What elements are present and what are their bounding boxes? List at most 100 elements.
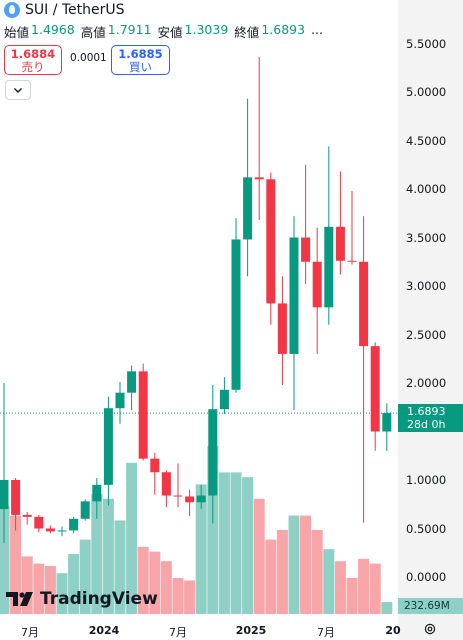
volume-bar <box>21 556 33 614</box>
candle-body <box>80 501 90 519</box>
candle-body <box>103 408 113 485</box>
volume-bar <box>195 484 207 614</box>
candle-body <box>150 458 160 473</box>
buy-price: 1.6885 <box>118 47 163 61</box>
price-scale-label: 5.5000 <box>406 36 447 51</box>
countdown-value: 28d 0h <box>407 418 446 431</box>
last-price-tag: 1.6893 28d 0h <box>398 404 463 432</box>
volume-bar <box>358 558 370 614</box>
price-scale-label: 3.0000 <box>406 279 447 293</box>
volume-bar <box>369 563 381 614</box>
volume-bar <box>242 477 254 614</box>
ohlc-more[interactable]: ... <box>311 22 323 37</box>
candle-body <box>185 496 195 503</box>
candle-body <box>289 237 299 354</box>
candle-body <box>69 518 79 531</box>
volume-bar <box>33 563 45 614</box>
low-label: 安値 <box>157 25 183 40</box>
settings-gear-icon[interactable] <box>423 622 437 636</box>
volume-bar <box>137 546 149 614</box>
candle-body <box>196 495 206 503</box>
volume-bar <box>207 446 219 614</box>
candle-body <box>277 303 287 354</box>
volume-bar <box>44 566 56 614</box>
collapse-legend-button[interactable] <box>5 80 31 100</box>
volume-bar <box>102 498 114 614</box>
volume-bar <box>288 515 300 614</box>
sell-button[interactable]: 1.6884 売り <box>4 45 62 75</box>
candle-body <box>347 260 357 262</box>
volume-bar <box>91 494 103 614</box>
volume-tag: 232.69M <box>398 598 463 614</box>
price-scale[interactable] <box>398 0 463 640</box>
sui-logo-icon <box>4 2 20 18</box>
candle-body <box>266 179 276 304</box>
volume-bar <box>276 530 288 614</box>
candle-body <box>92 484 102 502</box>
volume-bar <box>300 515 312 614</box>
high-value: 1.7911 <box>107 22 152 37</box>
volume-bar <box>334 561 346 614</box>
open-value: 1.4968 <box>31 22 75 37</box>
volume-bar <box>184 580 196 614</box>
candle-body <box>370 346 380 432</box>
candle-body <box>115 392 125 409</box>
time-axis-label: 7月 <box>21 626 39 639</box>
price-scale-label: 0.0000 <box>406 570 447 584</box>
candle-body <box>254 177 264 180</box>
price-scale-label: 3.5000 <box>406 230 447 245</box>
candle-body <box>34 516 44 529</box>
sell-price: 1.6884 <box>10 47 56 61</box>
volume-bar <box>126 462 138 614</box>
price-scale-label: 4.0000 <box>406 182 447 196</box>
volume-bar <box>346 578 358 614</box>
candle-body <box>22 514 32 517</box>
candle-body <box>208 409 218 496</box>
symbol-header[interactable]: SUI / TetherUS <box>0 0 398 20</box>
candlesticks <box>0 57 392 544</box>
volume-bar <box>323 549 335 614</box>
low-value: 1.3039 <box>184 22 229 37</box>
volume-bar <box>0 506 10 614</box>
tradingview-wordmark: TradingView <box>40 589 158 609</box>
chevron-down-icon <box>14 88 22 93</box>
tradingview-logo[interactable]: TradingView <box>6 588 158 610</box>
high-label: 高値 <box>80 25 106 40</box>
candle-body <box>359 261 369 347</box>
price-scale-label: 4.5000 <box>406 133 447 148</box>
time-axis-label: 7月 <box>169 626 187 639</box>
price-scale-label: 0.5000 <box>406 521 447 536</box>
volume-bar <box>230 472 242 614</box>
candle-body <box>243 177 253 240</box>
candle-body <box>138 371 148 459</box>
candle-body <box>127 371 137 393</box>
spread-value: 0.0001 <box>70 52 107 64</box>
symbol-title[interactable]: SUI / TetherUS <box>25 2 125 18</box>
buy-button[interactable]: 1.6885 買い <box>111 45 170 75</box>
price-scale-label: 5.0000 <box>406 85 447 99</box>
volume-bar <box>172 578 184 614</box>
candle-body <box>312 261 322 308</box>
volume-bar <box>56 573 68 614</box>
time-axis-label: 20 <box>385 624 401 637</box>
candle-body <box>11 480 21 515</box>
time-axis-label: 7月 <box>317 626 335 639</box>
close-value: 1.6893 <box>261 22 306 37</box>
open-label: 始値 <box>4 25 30 40</box>
volume-bar <box>68 554 80 614</box>
candle-body <box>231 239 241 390</box>
candle-body <box>219 389 229 410</box>
volume-bar <box>253 498 265 614</box>
tradingview-logo-icon <box>6 592 33 606</box>
time-axis-label: 2024 <box>88 624 120 637</box>
volume-bar <box>149 551 161 614</box>
volume-bar <box>218 472 230 614</box>
candle-body <box>173 495 183 497</box>
volume-bar <box>311 530 323 614</box>
volume-bar <box>160 561 172 614</box>
price-scale-label: 2.0000 <box>406 376 447 390</box>
last-price-value: 1.6893 <box>407 405 446 418</box>
volume-bar <box>10 515 22 614</box>
time-axis-label: 2025 <box>235 624 267 637</box>
